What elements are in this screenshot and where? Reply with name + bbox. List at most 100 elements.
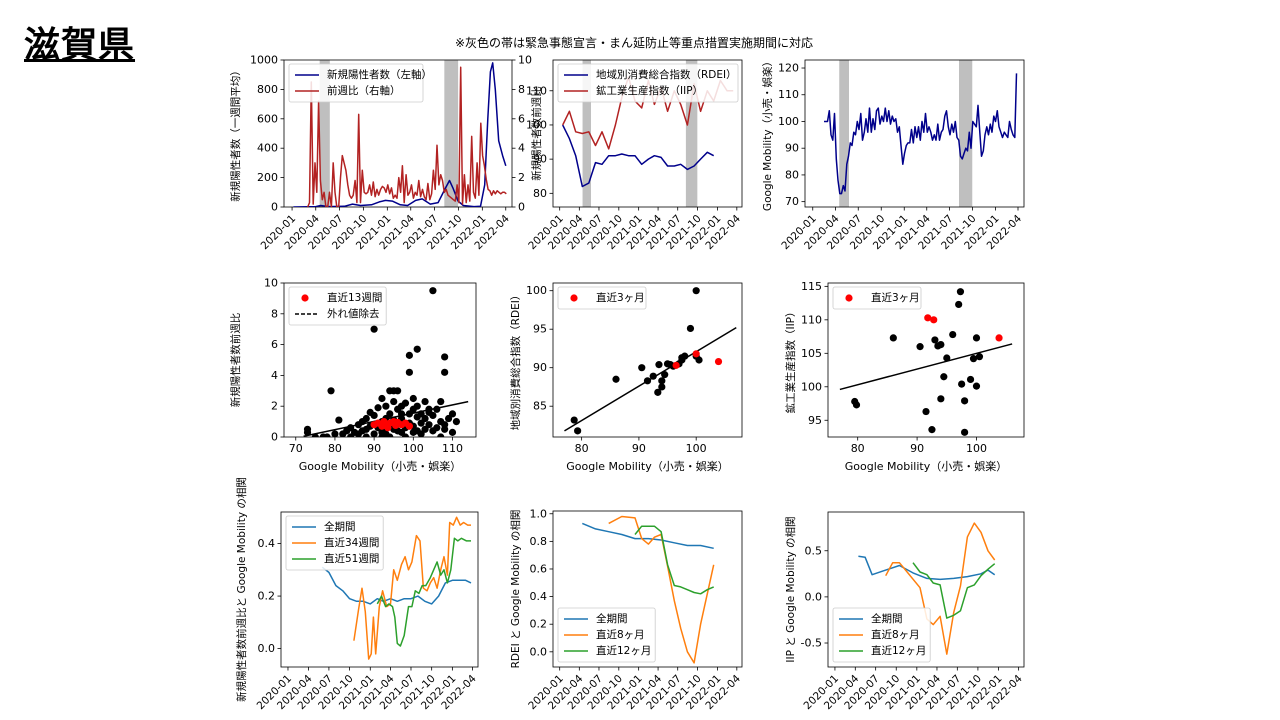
y2-tick-label: 10 [518,54,532,67]
y-tick-label: 80 [533,187,547,200]
scatter-point [323,433,331,437]
y-tick-label: 0.2 [258,590,276,603]
y-tick-label: 0.0 [530,645,548,658]
x-axis-label: Google Mobility（小売・娯楽） [845,459,1007,473]
y-tick-label: 100 [778,115,799,128]
scatter-point [448,410,457,418]
x-tick-label: 90 [367,442,381,455]
scatter-point [335,416,343,424]
legend: 新規陽性者数（左軸） 前週比（右軸） [288,63,432,103]
scatter-point [401,399,410,407]
series-line-2 [885,522,996,655]
scatter-point [448,428,457,436]
series-line-1 [293,62,507,207]
recent-point [995,334,1003,342]
y-tick-label: 115 [801,280,822,293]
scatter-point [409,394,417,403]
scatter-point [413,345,421,353]
scatter-point [943,354,951,362]
scatter-point [441,353,449,361]
legend-box [557,286,647,310]
axes-frame [827,282,1025,438]
scatter-point [390,397,398,406]
legend-label: 直近3ヶ月 [596,291,645,304]
y-tick-label: 120 [778,62,799,75]
scatter-point [958,380,966,388]
scatter-point [612,375,620,383]
scatter-point [955,300,963,309]
y-tick-label: 110 [778,88,799,101]
chart-p1: 0200400600800100002468102020-012020-0420… [229,54,543,253]
scatter-point [931,336,939,344]
y-tick-label: 1.0 [530,507,548,520]
x-tick-label: 80 [851,442,865,455]
y-tick-label: 200 [257,171,278,184]
emergency-band [582,60,591,207]
legend-label: 前週比（右軸） [327,84,401,97]
scatter-point [889,334,897,342]
scatter-point [405,368,413,376]
series-line-1 [321,566,472,605]
scatter-point [937,341,945,349]
axes-frame [283,59,513,208]
scatter-point [362,433,370,437]
scatter-point [303,428,312,436]
scatter-point [437,397,445,406]
recent-point [714,357,723,366]
x-axis-label: Google Mobility（小売・娯楽） [299,459,461,473]
scatter-point [658,377,666,385]
legend-swatch [570,294,578,302]
legend-box [557,607,656,663]
scatter-point [972,334,981,342]
legend-label: 全期間 [324,520,356,533]
y-tick-label: 90 [533,153,547,166]
y-axis-label: 新規陽性者数前週比 [229,313,242,408]
scatter-point [370,325,378,333]
x-tick-label: 110 [442,442,463,455]
scatter-point [961,428,969,436]
y-axis-label: 新規陽性者数（一週間平均） [229,65,242,202]
legend-label: 直近51週間 [324,552,379,565]
scatter-point [370,411,378,420]
scatter-point [695,356,703,364]
recent-point [924,314,932,322]
scatter-point [570,416,578,424]
scatter-point [961,397,969,405]
scatter-point [331,430,339,437]
scatter-point [370,430,378,437]
axes-frame [552,510,743,668]
legend: 直近3ヶ月 [832,286,922,310]
legend-box [832,607,931,663]
x-tick-label: 100 [686,442,707,455]
scatter-point [394,387,402,395]
legend-label: 直近8ヶ月 [596,628,645,641]
y-tick-label: 0.2 [530,618,548,631]
scatter-point [916,343,924,351]
y-axis-label: 地域別消費総合指数（RDEI） [509,290,522,431]
y-tick-label: 90 [533,361,547,374]
chart-p5: 85 90 95 100 80 90 100 地域別消費総合指数（RDEI） Google Mo… [509,282,743,473]
scatter-point [972,382,981,390]
scatter-point [441,368,449,376]
emergency-band [685,60,698,207]
scatter-point [452,418,461,426]
y2-tick-label: 4 [518,142,525,155]
legend-label: 全期間 [596,612,628,625]
legend-label: 直近34週間 [324,536,379,549]
recent-point [930,316,938,324]
x-tick-label: 90 [632,442,646,455]
y2-tick-label: 8 [518,83,525,96]
scatter-point [382,402,390,410]
axes-frame [552,59,743,208]
y-tick-label: 600 [257,112,278,125]
emergency-band [959,60,973,207]
y-axis-label: 鉱工業生産指数（IIP） [784,306,797,413]
y-tick-label: 10 [264,277,278,290]
emergency-band [444,60,459,207]
legend-swatch [845,294,853,302]
legend-label: 地域別消費総合指数（RDEI） [596,68,737,81]
y-tick-label: 85 [533,400,547,413]
y-tick-label: 400 [257,142,278,155]
